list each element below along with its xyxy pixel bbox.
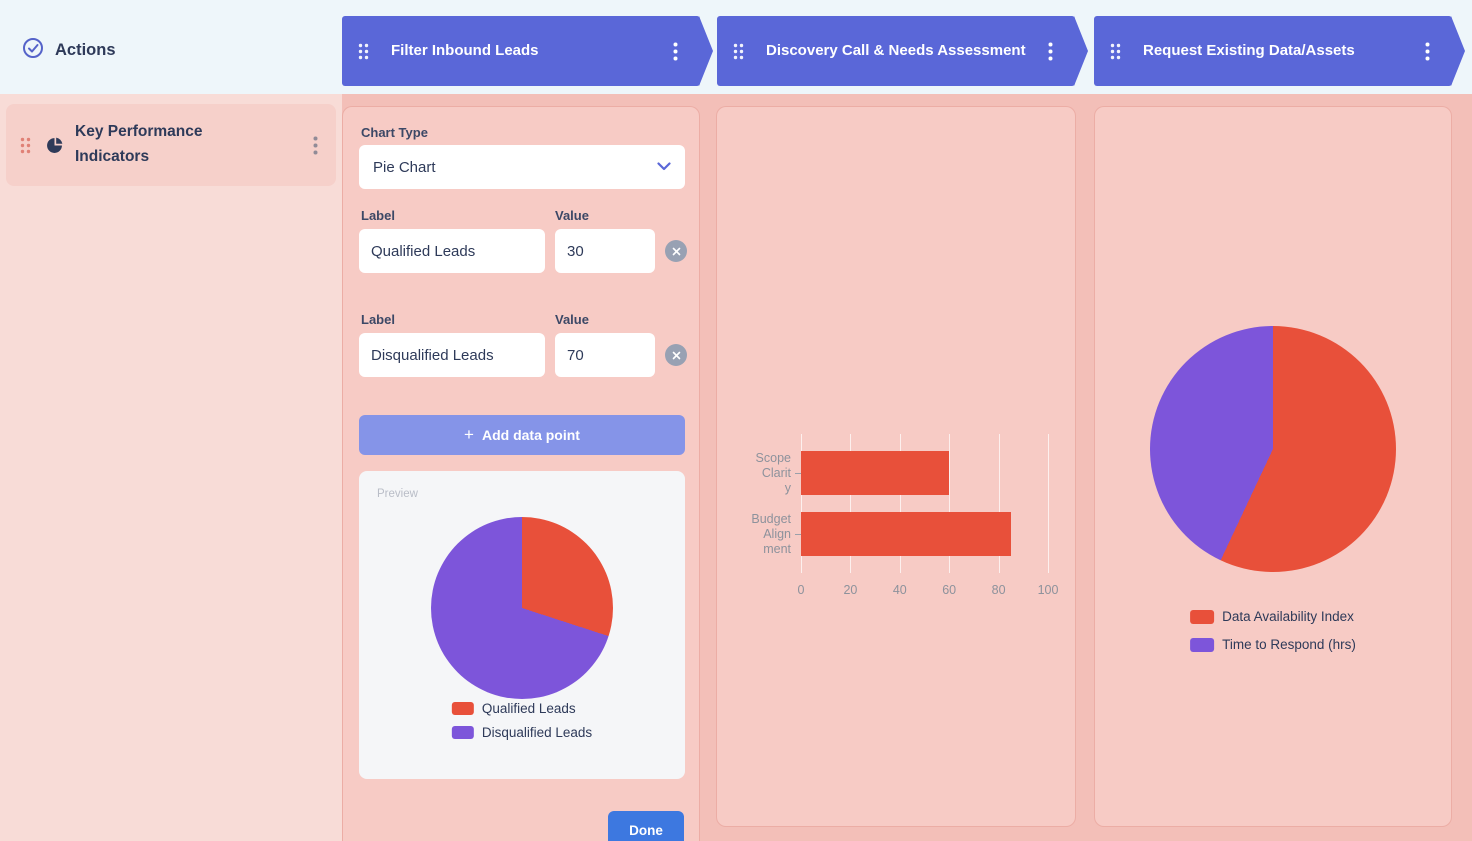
pie-chart-icon — [46, 137, 63, 154]
x-tick-label: 20 — [843, 583, 858, 597]
kpi-bar-chart-card: Scope Clarit y Budget Align ment 0 20 40 60 8… — [716, 106, 1076, 827]
legend-label: Data Availability Index — [1222, 609, 1354, 624]
column-header-request-existing-data[interactable]: Request Existing Data/Assets — [1094, 16, 1452, 86]
actions-sidebar: Key Performance Indicators — [0, 94, 342, 841]
gridline — [801, 434, 802, 573]
close-icon — [672, 244, 681, 259]
datapoint-label-input[interactable] — [359, 333, 545, 377]
preview-label: Preview — [377, 488, 418, 500]
column-header-filter-inbound-leads[interactable]: Filter Inbound Leads — [342, 16, 700, 86]
legend-swatch-purple — [451, 726, 474, 739]
gridline — [850, 434, 852, 573]
bar-xticks: 0 20 40 60 80 100 — [797, 583, 1059, 603]
legend-swatch-red — [451, 702, 474, 715]
actions-label: Actions — [55, 41, 116, 59]
legend-item[interactable]: Data Availability Index — [1190, 609, 1354, 624]
chart-editor-card: Chart Type Pie Chart Label Value Label V… — [342, 106, 700, 841]
done-button[interactable]: Done — [608, 811, 684, 841]
chart-type-select[interactable]: Pie Chart — [359, 145, 685, 189]
legend-label: Time to Respond (hrs) — [1222, 637, 1356, 652]
gridline — [998, 434, 1000, 573]
actions-header: Actions — [22, 37, 116, 64]
drag-handle-icon[interactable] — [20, 137, 31, 154]
datapoint-value-input[interactable] — [555, 333, 655, 377]
drag-handle-icon[interactable] — [733, 43, 744, 60]
x-tick-label: 100 — [1037, 583, 1059, 597]
label-caption: Label — [361, 208, 395, 223]
drag-handle-icon[interactable] — [1110, 43, 1121, 60]
legend-item[interactable]: Time to Respond (hrs) — [1190, 637, 1356, 652]
chart-type-value: Pie Chart — [373, 158, 436, 176]
datapoint-value-input[interactable] — [555, 229, 655, 273]
bar-ylabels: Scope Clarit y Budget Align ment — [741, 434, 801, 573]
value-caption: Value — [555, 312, 589, 327]
column-title: Discovery Call & Needs Assessment — [766, 41, 1026, 59]
legend-label: Qualified Leads — [481, 701, 576, 716]
add-data-point-button[interactable]: + Add data point — [359, 415, 685, 455]
datapoint-label-input[interactable] — [359, 229, 545, 273]
legend-swatch-red — [1190, 609, 1215, 624]
plus-icon: + — [464, 425, 474, 444]
chevron-down-icon — [657, 158, 671, 176]
remove-datapoint-button[interactable] — [665, 240, 687, 262]
drag-handle-icon[interactable] — [358, 43, 369, 60]
kebab-menu-icon[interactable] — [669, 40, 682, 63]
gridline — [949, 434, 951, 573]
x-tick-label: 40 — [892, 583, 907, 597]
legend-label: Disqualified Leads — [481, 725, 593, 740]
x-tick-label: 60 — [942, 583, 957, 597]
bar-chart: Scope Clarit y Budget Align ment 0 20 40 60 8… — [741, 434, 1059, 603]
bar-grid — [801, 434, 1049, 573]
action-row-label: Key Performance Indicators — [75, 123, 203, 165]
y-tick-label: Budget Align ment — [741, 512, 801, 556]
x-tick-label: 0 — [797, 583, 805, 597]
column-title: Request Existing Data/Assets — [1143, 41, 1355, 59]
x-tick-label: 80 — [991, 583, 1006, 597]
gridline — [899, 434, 901, 573]
top-bar: Actions Filter Inbound Leads Discovery C… — [0, 0, 1472, 94]
bar-plot — [801, 434, 1049, 573]
value-caption: Value — [555, 208, 589, 223]
bar-budget-alignment — [801, 512, 1011, 556]
action-row-key-performance-indicators[interactable]: Key Performance Indicators — [6, 104, 336, 186]
y-tick-label: Scope Clarit y — [741, 451, 801, 495]
chart-type-label: Chart Type — [361, 125, 428, 140]
check-circle-icon — [22, 37, 44, 64]
column-header-discovery-call[interactable]: Discovery Call & Needs Assessment — [717, 16, 1075, 86]
preview-pie-chart — [431, 517, 613, 699]
kebab-menu-icon[interactable] — [1421, 40, 1434, 63]
column-title: Filter Inbound Leads — [391, 41, 539, 59]
kpi-pie-chart-card: Data Availability Index Time to Respond … — [1094, 106, 1452, 827]
bar-scope-clarity — [801, 451, 950, 495]
chart-preview-panel: Preview Qualified Leads Disqualified Lea… — [359, 471, 685, 779]
close-icon — [672, 348, 681, 363]
legend-item[interactable]: Disqualified Leads — [451, 725, 593, 740]
legend-item[interactable]: Qualified Leads — [451, 701, 576, 716]
gridline — [1048, 434, 1049, 573]
kebab-menu-icon[interactable] — [1044, 40, 1057, 63]
bar-chart-plot-area: Scope Clarit y Budget Align ment — [741, 434, 1049, 573]
kebab-menu-icon[interactable] — [309, 134, 322, 157]
kpi-pie-chart — [1150, 326, 1396, 572]
label-caption: Label — [361, 312, 395, 327]
bar-bars — [801, 434, 1048, 573]
add-data-point-label: Add data point — [481, 427, 580, 443]
kpi-pie-legend: Data Availability Index Time to Respond … — [1190, 609, 1356, 652]
legend-swatch-purple — [1190, 637, 1215, 652]
preview-legend: Qualified Leads Disqualified Leads — [451, 701, 593, 740]
remove-datapoint-button[interactable] — [665, 344, 687, 366]
